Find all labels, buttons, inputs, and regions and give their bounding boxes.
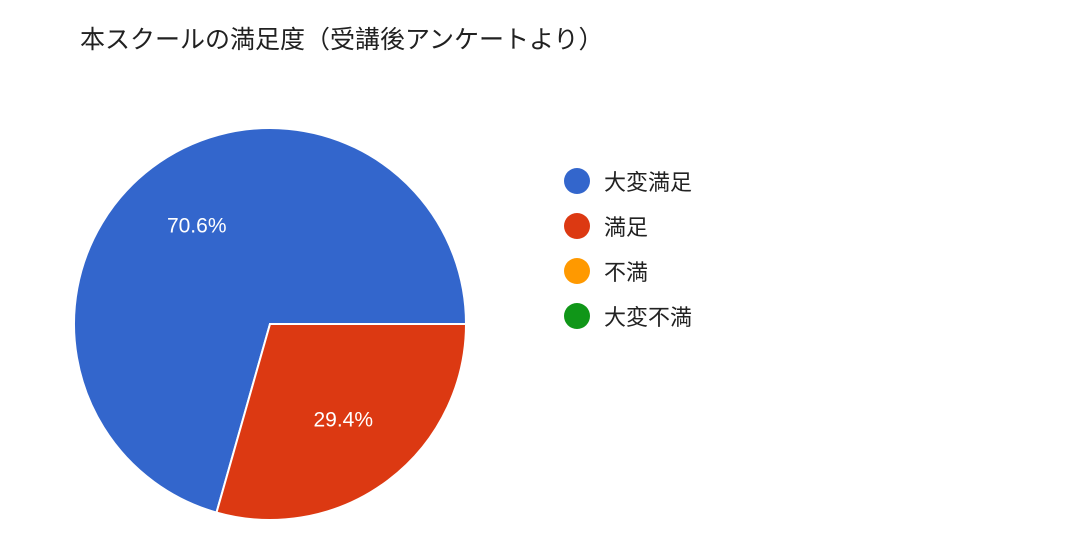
pie-slice-1[interactable]: [73, 127, 468, 514]
legend-label: 大変満足: [604, 170, 693, 196]
pie-data-label: 29.4%: [313, 408, 373, 431]
legend: 大変満足 満足 不満 大変不満: [564, 158, 692, 338]
legend-label: 不満: [604, 260, 649, 286]
pie-data-label: 70.6%: [167, 215, 227, 238]
legend-item[interactable]: 大変満足: [564, 158, 692, 203]
legend-item[interactable]: 満足: [564, 203, 692, 248]
legend-swatch-icon: [564, 212, 590, 239]
legend-item[interactable]: 大変不満: [564, 293, 692, 338]
legend-swatch-icon: [564, 257, 590, 284]
chart-title: 本スクールの満足度（受講後アンケートより）: [80, 25, 604, 54]
legend-swatch-icon: [564, 167, 590, 194]
pie-slices: [73, 127, 468, 521]
legend-item[interactable]: 不満: [564, 248, 692, 293]
pie-data-labels: 70.6% 29.4%: [167, 215, 373, 432]
pie-slice-2[interactable]: [215, 323, 468, 521]
legend-label: 大変不満: [604, 305, 693, 331]
legend-label: 満足: [604, 215, 649, 241]
legend-swatch-icon: [564, 302, 590, 329]
